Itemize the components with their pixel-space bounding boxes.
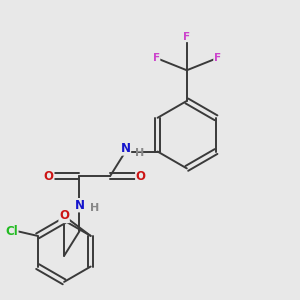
Text: F: F	[214, 53, 221, 63]
Text: H: H	[90, 203, 99, 213]
Text: N: N	[74, 199, 85, 212]
Text: F: F	[183, 32, 190, 41]
Text: Cl: Cl	[5, 225, 18, 238]
Text: N: N	[121, 142, 130, 155]
Text: H: H	[135, 148, 144, 158]
Text: O: O	[59, 209, 69, 222]
Text: O: O	[44, 169, 54, 183]
Text: O: O	[136, 169, 146, 183]
Text: F: F	[153, 53, 160, 63]
